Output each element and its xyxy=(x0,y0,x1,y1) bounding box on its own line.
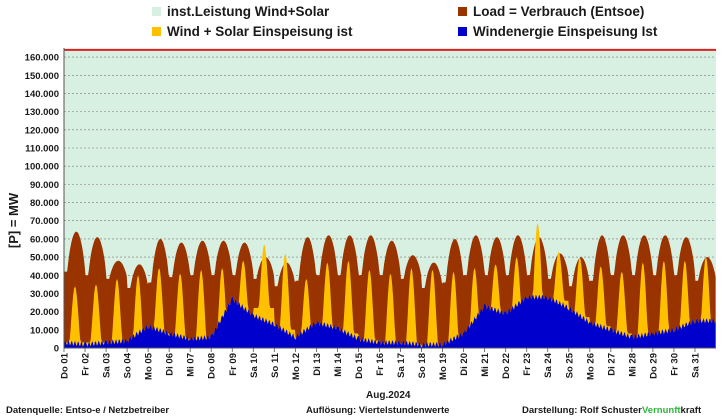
series-wind-area xyxy=(64,294,716,348)
x-tick-label-14: Do 15 xyxy=(354,352,365,379)
y-tick-label-6: 60.000 xyxy=(30,234,59,245)
y-tick-label-2: 20.000 xyxy=(30,307,59,318)
x-tick-label-3: So 04 xyxy=(123,352,134,378)
x-tick-label-8: Fr 09 xyxy=(228,353,239,376)
x-tick-label-15: Fr 16 xyxy=(375,353,386,376)
x-tick-label-0: Do 01 xyxy=(60,352,71,379)
legend-label-load: Load = Verbrauch (Entsoe) xyxy=(473,4,645,19)
y-tick-label-7: 70.000 xyxy=(30,216,59,227)
y-tick-label-3: 30.000 xyxy=(30,289,59,300)
brand-logo: Vernunftkraft xyxy=(642,405,701,416)
x-tick-label-11: Mo 12 xyxy=(291,353,302,380)
x-tick-label-19: Di 20 xyxy=(459,353,470,376)
x-tick-label-10: So 11 xyxy=(270,352,281,378)
y-tick-label-11: 110.000 xyxy=(25,144,59,155)
x-tick-label-17: So 18 xyxy=(417,353,428,378)
x-axis-month-label: Aug.2024 xyxy=(366,390,411,401)
x-tick-label-18: Mo 19 xyxy=(438,353,449,380)
y-tick-label-13: 130.000 xyxy=(25,107,59,118)
x-tick-label-21: Do 22 xyxy=(501,353,512,379)
legend-swatch-wind-solar xyxy=(152,27,161,36)
x-tick-label-20: Mi 21 xyxy=(480,352,491,376)
x-tick-label-22: Fr 23 xyxy=(522,353,533,376)
brand-part-1: Vernunft xyxy=(642,405,681,416)
legend-swatch-load xyxy=(458,7,467,16)
x-tick-label-2: Sa 03 xyxy=(102,353,113,378)
y-tick-label-4: 40.000 xyxy=(30,271,59,282)
y-tick-label-12: 120.000 xyxy=(25,125,59,136)
y-tick-label-1: 10.000 xyxy=(30,325,59,336)
x-tick-label-29: Fr 30 xyxy=(669,353,680,376)
y-tick-label-5: 50.000 xyxy=(30,253,59,264)
y-tick-label-16: 160.000 xyxy=(25,53,59,64)
y-tick-label-8: 80.000 xyxy=(30,198,59,209)
x-tick-label-6: Mi 07 xyxy=(186,353,197,377)
x-tick-label-23: Sa 24 xyxy=(543,352,554,378)
x-tick-label-26: Di 27 xyxy=(606,353,617,376)
x-tick-label-7: Do 08 xyxy=(207,353,218,379)
legend-item-wind: Windenergie Einspeisung Ist xyxy=(458,24,657,39)
y-tick-label-9: 90.000 xyxy=(30,180,59,191)
x-tick-label-4: Mo 05 xyxy=(144,352,155,380)
y-tick-label-14: 140.000 xyxy=(25,89,59,100)
x-tick-label-5: Di 06 xyxy=(165,353,176,376)
legend-label-installed-capacity: inst.Leistung Wind+Solar xyxy=(167,4,330,19)
legend-item-wind-solar: Wind + Solar Einspeisung ist xyxy=(152,24,353,39)
x-tick-label-13: Mi 14 xyxy=(333,352,344,376)
y-tick-label-10: 100.000 xyxy=(25,162,59,173)
x-tick-label-16: Sa 17 xyxy=(396,353,407,378)
y-tick-label-0: 0 xyxy=(54,344,59,355)
x-tick-label-25: Mo 26 xyxy=(585,353,596,380)
x-tick-label-12: Di 13 xyxy=(312,353,323,376)
y-tick-label-15: 150.000 xyxy=(25,71,59,82)
legend-item-load: Load = Verbrauch (Entsoe) xyxy=(458,4,644,19)
footer-resolution: Auflösung: Viertelstundenwerte xyxy=(306,405,450,416)
x-tick-label-28: Do 29 xyxy=(648,353,659,379)
x-tick-label-30: Sa 31 xyxy=(691,352,702,378)
legend-label-wind: Windenergie Einspeisung Ist xyxy=(473,24,658,39)
legend-label-wind-solar: Wind + Solar Einspeisung ist xyxy=(167,24,353,39)
footer-author: Darstellung: Rolf Schuster xyxy=(522,405,642,416)
x-tick-label-9: Sa 10 xyxy=(249,353,260,378)
x-tick-label-27: Mi 28 xyxy=(627,353,638,377)
footer-data-source: Datenquelle: Entso-e / Netzbetreiber xyxy=(6,405,170,416)
chart-legend: inst.Leistung Wind+Solar Load = Verbrauc… xyxy=(0,0,721,44)
legend-swatch-wind xyxy=(458,27,467,36)
brand-part-2: kraft xyxy=(680,405,702,416)
legend-item-installed-capacity: inst.Leistung Wind+Solar xyxy=(152,4,329,19)
x-tick-label-1: Fr 02 xyxy=(81,353,92,376)
x-tick-label-24: So 25 xyxy=(564,352,575,378)
legend-swatch-installed-capacity xyxy=(152,7,161,16)
